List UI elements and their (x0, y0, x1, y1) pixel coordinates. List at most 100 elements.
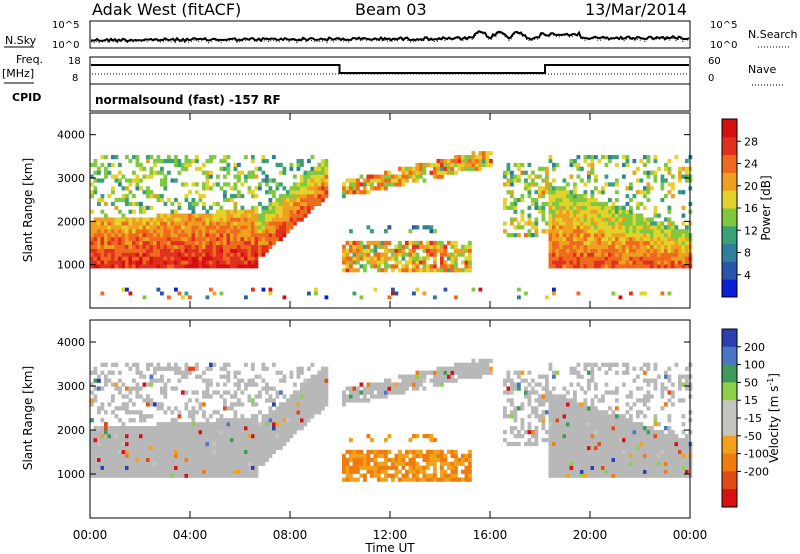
power-cell (219, 291, 224, 296)
velocity-cell (611, 441, 616, 447)
power-cell (265, 205, 269, 210)
power-cell (184, 217, 189, 222)
power-cell (209, 236, 213, 242)
power-cell (181, 248, 185, 253)
power-cell (146, 260, 150, 265)
velocity-cell (419, 370, 423, 375)
velocity-cell (450, 465, 455, 470)
power-cell (132, 217, 136, 222)
power-cell (426, 240, 430, 246)
power-cell (443, 166, 448, 171)
power-cell (205, 170, 210, 175)
power-cell (401, 268, 406, 273)
power-cell (615, 225, 619, 230)
velocity-cell (538, 418, 542, 423)
velocity-cell (636, 441, 640, 447)
power-cell (555, 260, 560, 265)
power-cell (653, 158, 658, 164)
power-cell (195, 158, 199, 164)
velocity-cell (212, 422, 217, 427)
velocity-cell (111, 473, 115, 478)
velocity-cell (384, 457, 388, 462)
velocity-cell (160, 449, 164, 455)
power-cell (324, 158, 329, 164)
velocity-cell (573, 414, 577, 419)
power-cell (90, 244, 94, 249)
power-cell (622, 252, 626, 257)
power-cell (394, 252, 399, 257)
power-cell (384, 170, 388, 175)
velocity-cell (391, 477, 395, 482)
velocity-cell (233, 374, 238, 379)
velocity-cell (237, 461, 241, 466)
velocity-cell (513, 382, 518, 387)
velocity-cell (118, 437, 122, 443)
velocity-cell (307, 410, 311, 415)
power-cell (524, 233, 528, 238)
power-cell (520, 194, 525, 199)
velocity-cell (184, 453, 189, 459)
power-cell (198, 248, 203, 253)
velocity-cell (258, 441, 262, 447)
velocity-cell (618, 418, 623, 423)
power-cell (632, 236, 637, 242)
power-cell (345, 240, 350, 246)
power-cell (107, 252, 112, 257)
velocity-cell (384, 394, 388, 399)
velocity-cell (188, 433, 192, 439)
power-cell (181, 166, 185, 171)
nsearch-tick-top: 10^5 (710, 20, 737, 31)
velocity-cell (590, 422, 595, 427)
power-cell (583, 229, 588, 234)
velocity-cell (209, 422, 213, 427)
power-cell (468, 260, 472, 265)
velocity-cell (153, 426, 157, 431)
power-cell (555, 248, 560, 253)
velocity-cell (524, 394, 528, 399)
power-cell (282, 205, 287, 210)
power-cell (100, 194, 105, 199)
velocity-cell (265, 457, 269, 462)
velocity-cell (321, 406, 325, 411)
velocity-cell (520, 433, 525, 439)
velocity-cell (359, 461, 364, 466)
velocity-cell (527, 441, 532, 447)
power-cell (251, 229, 255, 234)
velocity-cell (132, 386, 136, 391)
power-cell (188, 205, 192, 210)
velocity-cell (244, 362, 248, 367)
velocity-cell (377, 382, 381, 387)
velocity-cell (555, 430, 560, 435)
power-cell (653, 252, 658, 257)
velocity-cell (181, 453, 185, 459)
velocity-cell (118, 453, 122, 459)
velocity-cell (639, 410, 644, 415)
power-cell (587, 201, 591, 207)
power-cell (282, 233, 287, 238)
power-cell (685, 260, 689, 265)
velocity-cell (93, 445, 98, 451)
power-cell (286, 190, 290, 195)
power-cell (401, 244, 406, 249)
velocity-cell (254, 430, 259, 435)
power-cell (107, 264, 112, 269)
power-cell (433, 229, 437, 234)
velocity-cell (436, 477, 441, 482)
power-cell (517, 221, 521, 226)
power-cell (604, 248, 609, 253)
velocity-cell (573, 453, 577, 459)
velocity-cell (244, 386, 248, 391)
velocity-cell (629, 426, 633, 431)
power-cell (352, 260, 357, 265)
power-cell (366, 225, 371, 230)
power-cell (650, 225, 654, 230)
power-cell (100, 260, 105, 265)
velocity-cell (548, 449, 553, 455)
power-cell (107, 240, 112, 246)
velocity-cell (454, 465, 458, 470)
power-cell (643, 205, 647, 210)
power-cell (118, 209, 122, 214)
power-cell (685, 174, 689, 179)
velocity-cell (170, 426, 175, 431)
velocity-cell (216, 473, 220, 478)
